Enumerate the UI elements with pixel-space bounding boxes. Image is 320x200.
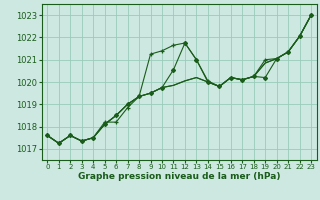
X-axis label: Graphe pression niveau de la mer (hPa): Graphe pression niveau de la mer (hPa) (78, 172, 280, 181)
